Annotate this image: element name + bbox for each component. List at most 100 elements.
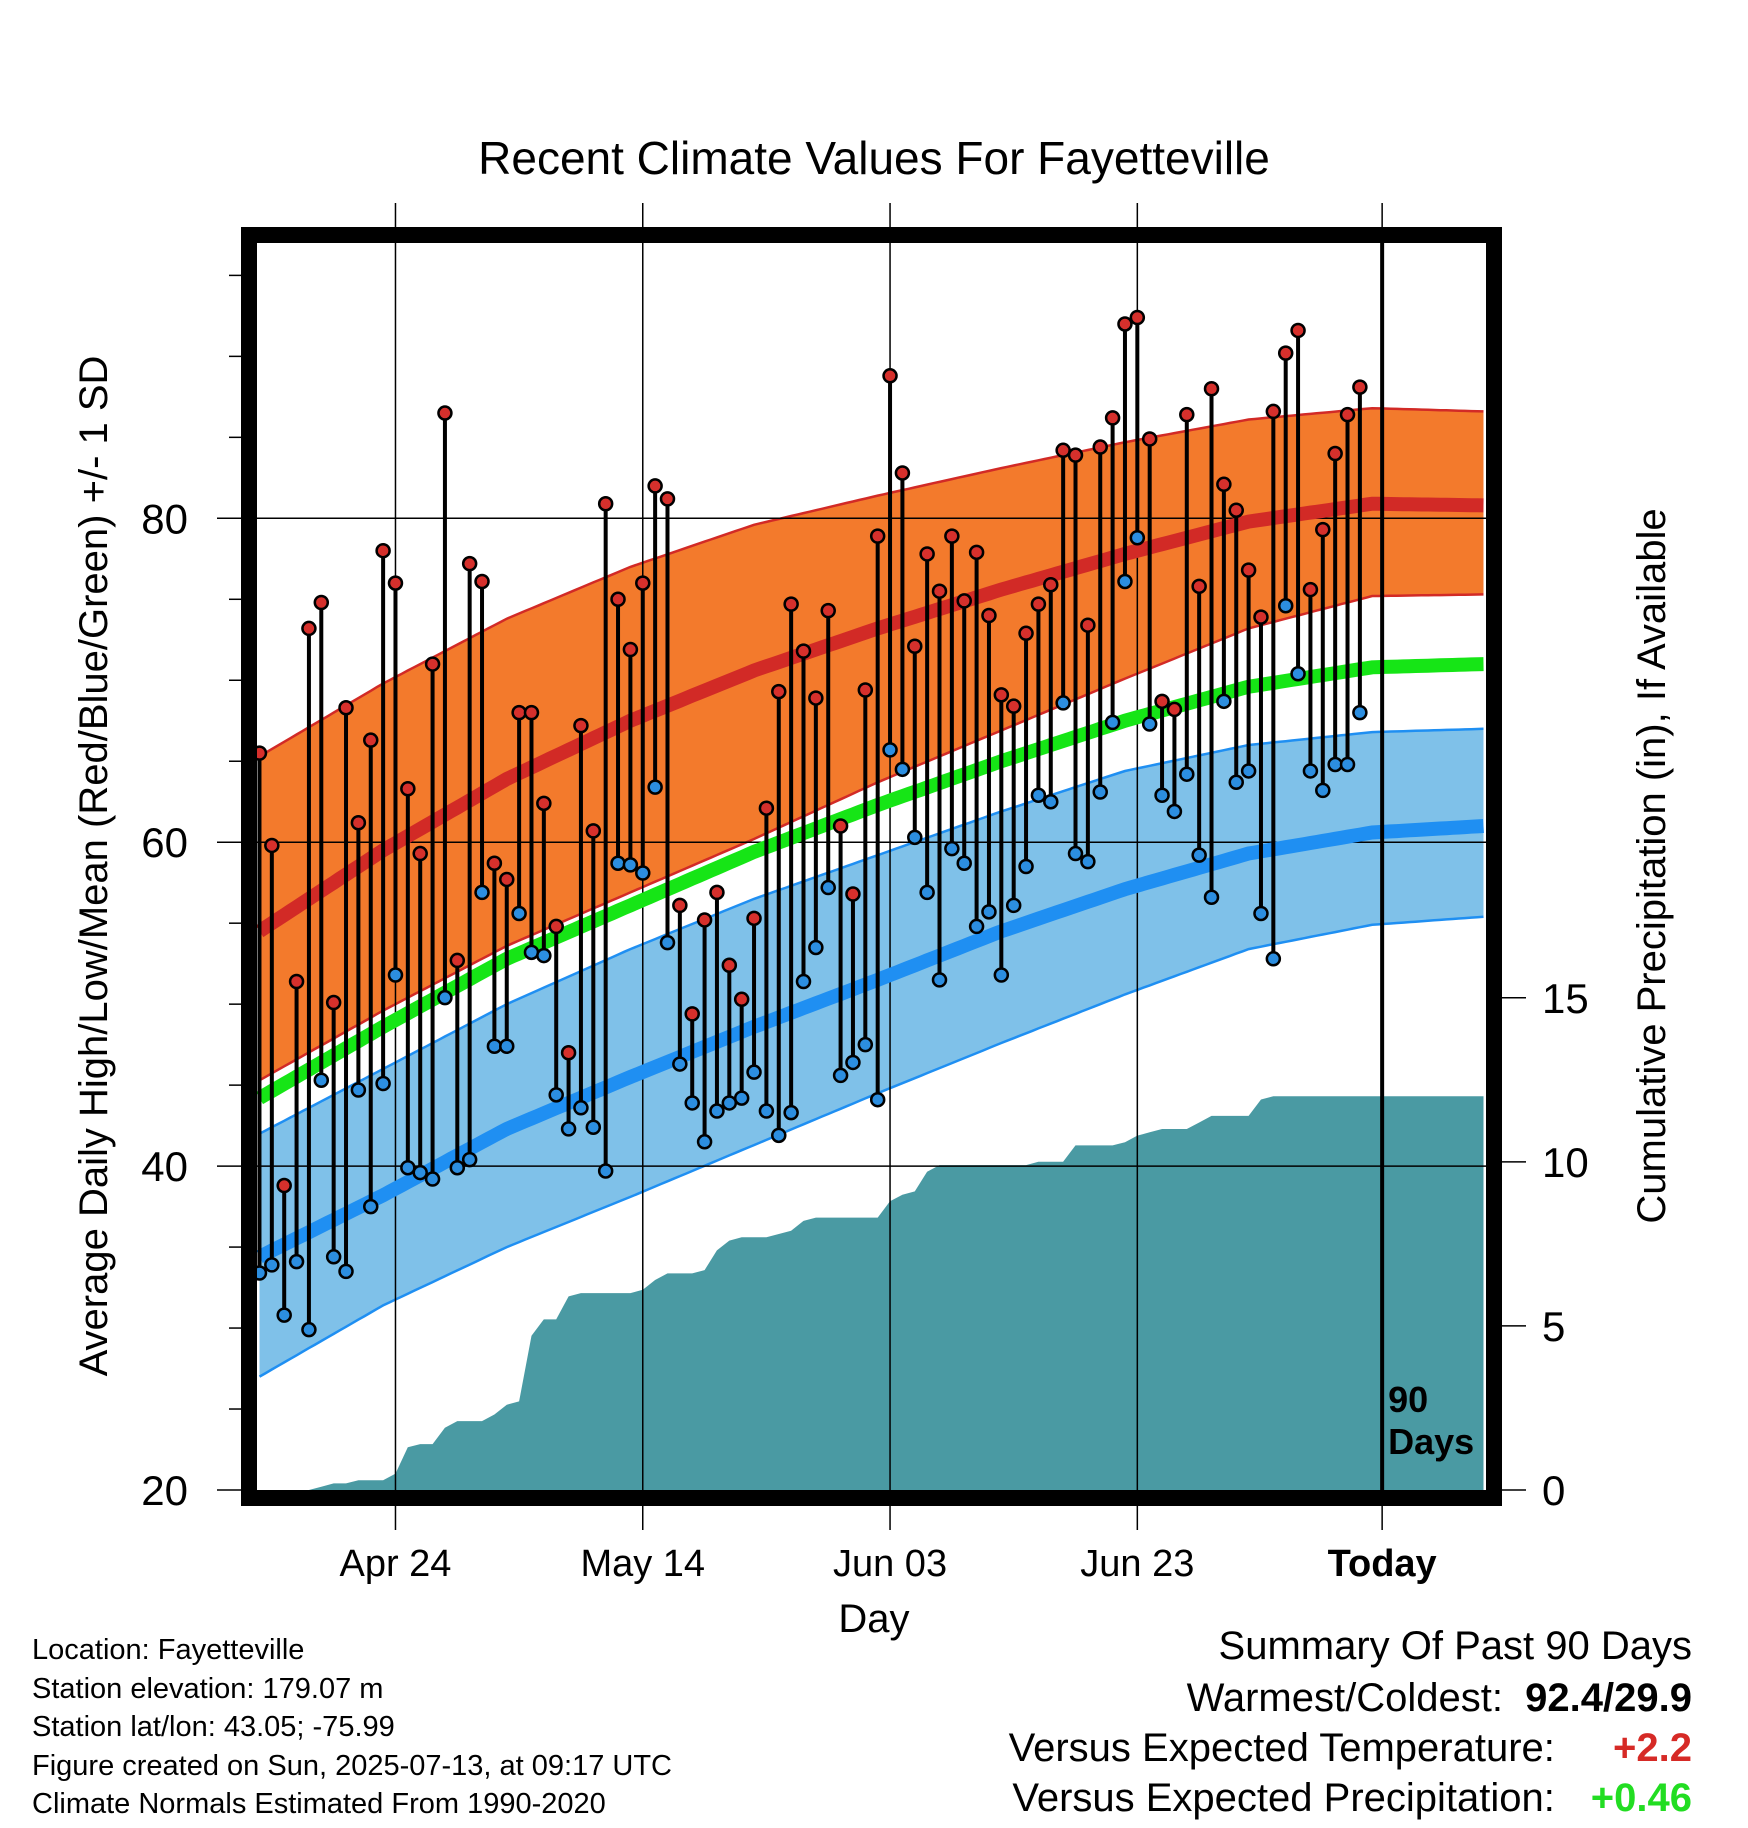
daily-high-point (1290, 322, 1306, 339)
daily-low-point (585, 1119, 602, 1135)
daily-low-point (573, 1100, 589, 1116)
daily-low-point (1327, 756, 1343, 773)
daily-low-point (1253, 905, 1269, 922)
daily-high-point (746, 910, 762, 927)
daily-high-point (684, 1006, 700, 1022)
daily-high-point (981, 607, 997, 624)
daily-low-point (499, 1038, 515, 1055)
daily-high-point (301, 620, 317, 637)
daily-low-point (486, 1038, 503, 1055)
daily-high-point (696, 912, 713, 928)
daily-high-point (857, 682, 874, 698)
high-lower-edge (258, 593, 1484, 1082)
daily-high-point (1055, 442, 1071, 459)
daily-high-point (1253, 609, 1269, 625)
daily-high-point (1191, 578, 1207, 595)
daily-low-point (684, 1095, 700, 1111)
info-normals: Climate Normals Estimated From 1990-2020 (32, 1788, 606, 1820)
daily-high-point (1092, 439, 1108, 455)
daily-high-point (387, 575, 404, 591)
daily-high-point (363, 732, 379, 748)
daily-high-point (400, 781, 416, 797)
daily-high-point (1154, 693, 1170, 710)
daily-low-point (672, 1056, 688, 1072)
x-tick-label: Today (1328, 1543, 1437, 1585)
daily-low-point (1315, 782, 1331, 799)
daily-high-point (523, 704, 540, 721)
daily-high-point (1327, 445, 1343, 462)
daily-low-point (350, 1082, 367, 1098)
daily-low-point (375, 1075, 391, 1092)
daily-high-point (573, 717, 589, 734)
daily-low-point (387, 967, 404, 983)
precip-tick-label: 15 (1542, 975, 1589, 1022)
daily-low-point (820, 879, 836, 896)
daily-high-point (845, 886, 861, 902)
daily-low-point (869, 1091, 886, 1108)
summary-precip-label: Versus Expected Precipitation: (1012, 1776, 1555, 1820)
daily-low-point (1228, 774, 1244, 791)
daily-high-point (1129, 309, 1146, 326)
info-created: Figure created on Sun, 2025-07-13, at 09… (32, 1750, 672, 1782)
daily-low-point (882, 742, 898, 758)
daily-high-point (709, 884, 725, 901)
low-normal-band (259, 728, 1484, 1377)
daily-high-point (1043, 576, 1059, 593)
x-tick-label: Apr 24 (339, 1543, 451, 1585)
daily-low-point (1117, 573, 1133, 590)
daily-low-point (363, 1198, 379, 1215)
daily-high-point (486, 855, 503, 872)
daily-high-point (733, 991, 750, 1008)
daily-high-point (597, 495, 614, 512)
daily-low-point (1043, 793, 1059, 810)
daily-high-point (288, 973, 305, 990)
daily-low-point (264, 1257, 280, 1273)
daily-high-point (1302, 581, 1319, 598)
daily-low-point (1265, 951, 1282, 967)
daily-low-point (746, 1064, 762, 1080)
daily-low-point (474, 884, 490, 901)
daily-high-point (635, 575, 651, 591)
daily-low-point (944, 840, 960, 857)
daily-low-point (1092, 784, 1108, 800)
precip-tick-label: 10 (1542, 1139, 1589, 1186)
daily-high-point (474, 573, 490, 590)
daily-high-point (894, 465, 911, 481)
daily-high-point (499, 871, 515, 888)
daily-high-point (795, 643, 812, 659)
daily-low-point (696, 1134, 713, 1150)
daily-high-point (1018, 625, 1034, 642)
daily-low-point (1191, 847, 1207, 863)
precip-area (259, 1096, 1484, 1490)
precip-tick-label: 0 (1542, 1467, 1565, 1514)
daily-low-point (1018, 858, 1034, 875)
daily-high-point (1179, 406, 1195, 423)
daily-high-point (1030, 596, 1047, 612)
daily-high-point (1104, 410, 1121, 426)
daily-low-point (1216, 693, 1232, 710)
daily-low-point (993, 967, 1010, 983)
daily-high-point (1315, 521, 1331, 538)
x-axis-title: Day (838, 1597, 909, 1641)
daily-low-point (795, 973, 812, 990)
daily-low-point (1166, 803, 1183, 820)
low-upper-edge (258, 727, 1484, 1135)
summary-temp-label: Versus Expected Temperature: (1008, 1726, 1555, 1770)
daily-low-point (400, 1159, 416, 1176)
daily-high-point (919, 546, 935, 562)
daily-high-point (956, 593, 972, 609)
daily-low-point (1179, 766, 1195, 782)
daily-low-point (1055, 695, 1071, 711)
daily-low-point (968, 918, 985, 935)
daily-high-point (449, 952, 466, 969)
daily-high-point (325, 994, 342, 1011)
daily-high-point (1067, 447, 1084, 463)
daily-high-point (264, 837, 280, 854)
daily-low-point (808, 939, 824, 956)
daily-low-point (758, 1103, 775, 1119)
daily-low-point (931, 972, 948, 988)
daily-low-point (610, 855, 626, 872)
summary-precip-row: Versus Expected Precipitation: +0.46 (1012, 1778, 1692, 1818)
daily-high-point (511, 704, 527, 721)
